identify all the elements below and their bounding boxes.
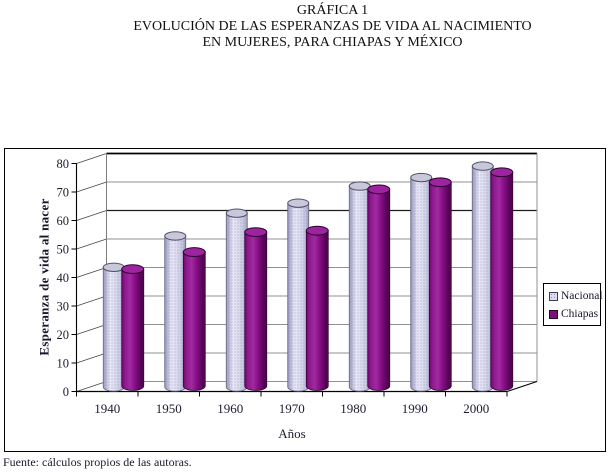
chart-title: GRÁFICA 1 EVOLUCIÓN DE LAS ESPERANZAS DE…	[55, 3, 610, 51]
bar-cap-nacional-1960	[225, 208, 248, 218]
bar-texture-nacional-1960	[226, 213, 248, 392]
y-tick-label-40: 40	[57, 271, 70, 285]
wall-diagonal-0	[76, 381, 107, 392]
legend-swatch-chiapas-icon	[549, 309, 558, 319]
bars	[102, 161, 514, 392]
x-axis-title: Años	[278, 426, 306, 441]
bar-cap-nacional-1950	[164, 231, 187, 241]
bar-cap-nacional-2000	[471, 161, 494, 171]
source-note: Fuente: cálculos propios de las autoras.	[3, 455, 192, 469]
y-axis-title: Esperanza de vida al nacer	[37, 198, 53, 356]
wall-diagonal-50	[76, 238, 107, 250]
x-tick-label-1950: 1950	[156, 401, 182, 416]
bar-cap-chiapas-1970	[305, 225, 329, 236]
bar-texture-nacional-1950	[164, 235, 186, 392]
y-tick-label-20: 20	[57, 328, 70, 342]
wall-diagonal-60	[76, 210, 107, 221]
bar-cap-chiapas-2000	[490, 167, 514, 178]
y-tick-label-10: 10	[57, 356, 70, 370]
x-tick-label-1980: 1980	[340, 401, 366, 416]
legend-swatch-nacional-icon	[549, 291, 558, 301]
bar-chiapas-1950	[182, 251, 206, 391]
wall-diagonal-40	[76, 267, 107, 278]
legend-item-nacional: Nacional	[549, 287, 603, 305]
axis-tick-labels: 0 10 20 30 40 50 60 70 80 1940 1950 1960 1970 1980 199…	[57, 157, 490, 416]
y-tick-label-70: 70	[57, 185, 70, 199]
wall-diagonal-30	[76, 295, 107, 307]
legend-box: Nacional Chiapas	[543, 283, 603, 326]
x-tick-label-1940: 1940	[94, 401, 120, 416]
floor-right-edge	[506, 381, 538, 392]
bar-chiapas-2000	[490, 171, 514, 391]
y-tick-label-30: 30	[57, 299, 70, 313]
bar-chiapas-1980	[367, 188, 391, 391]
axes	[71, 163, 538, 397]
chart-title-line-2: EVOLUCIÓN DE LAS ESPERANZAS DE VIDA AL N…	[133, 19, 532, 34]
wall-diagonal-80	[76, 153, 107, 164]
y-tick-label-80: 80	[57, 157, 70, 171]
wall-diagonal-10	[76, 352, 107, 364]
legend-label-nacional: Nacional	[561, 290, 603, 302]
bar-chiapas-1960	[244, 231, 268, 391]
y-tick-label-50: 50	[57, 242, 70, 256]
bar-cap-chiapas-1960	[244, 227, 268, 238]
bar-cap-nacional-1980	[348, 181, 371, 191]
chart-title-line-3: EN MUJERES, PARA CHIAPAS Y MÉXICO	[202, 35, 463, 50]
bar-chiapas-1970	[305, 230, 329, 391]
legend-item-chiapas: Chiapas	[549, 305, 600, 323]
bar-chiapas-1940	[121, 268, 145, 391]
x-tick-label-1960: 1960	[217, 401, 243, 416]
bar-texture-nacional-1980	[349, 186, 371, 392]
x-tick-label-1990: 1990	[402, 401, 428, 416]
wall-diagonal-70	[76, 181, 107, 193]
bar-texture-nacional-1990	[410, 177, 432, 392]
bar-cap-chiapas-1940	[121, 264, 145, 275]
bar-cap-nacional-1990	[410, 172, 433, 183]
bar-cap-chiapas-1990	[428, 177, 452, 188]
bar-chiapas-1990	[428, 181, 452, 391]
chart-title-line-1: GRÁFICA 1	[296, 3, 369, 18]
legend-label-chiapas: Chiapas	[561, 308, 599, 320]
bar-cap-chiapas-1950	[182, 247, 206, 257]
x-tick-label-1970: 1970	[279, 401, 305, 416]
bar-cap-chiapas-1980	[367, 184, 391, 195]
y-tick-label-0: 0	[63, 385, 69, 399]
bar-texture-nacional-2000	[472, 166, 494, 392]
bar-cap-nacional-1970	[287, 198, 310, 208]
bar-texture-nacional-1970	[287, 203, 309, 392]
y-tick-label-60: 60	[57, 214, 70, 228]
wall-diagonal-20	[76, 324, 107, 335]
bar-cap-nacional-1940	[102, 262, 125, 272]
x-tick-label-2000: 2000	[463, 401, 489, 416]
bar-texture-nacional-1940	[103, 267, 125, 392]
